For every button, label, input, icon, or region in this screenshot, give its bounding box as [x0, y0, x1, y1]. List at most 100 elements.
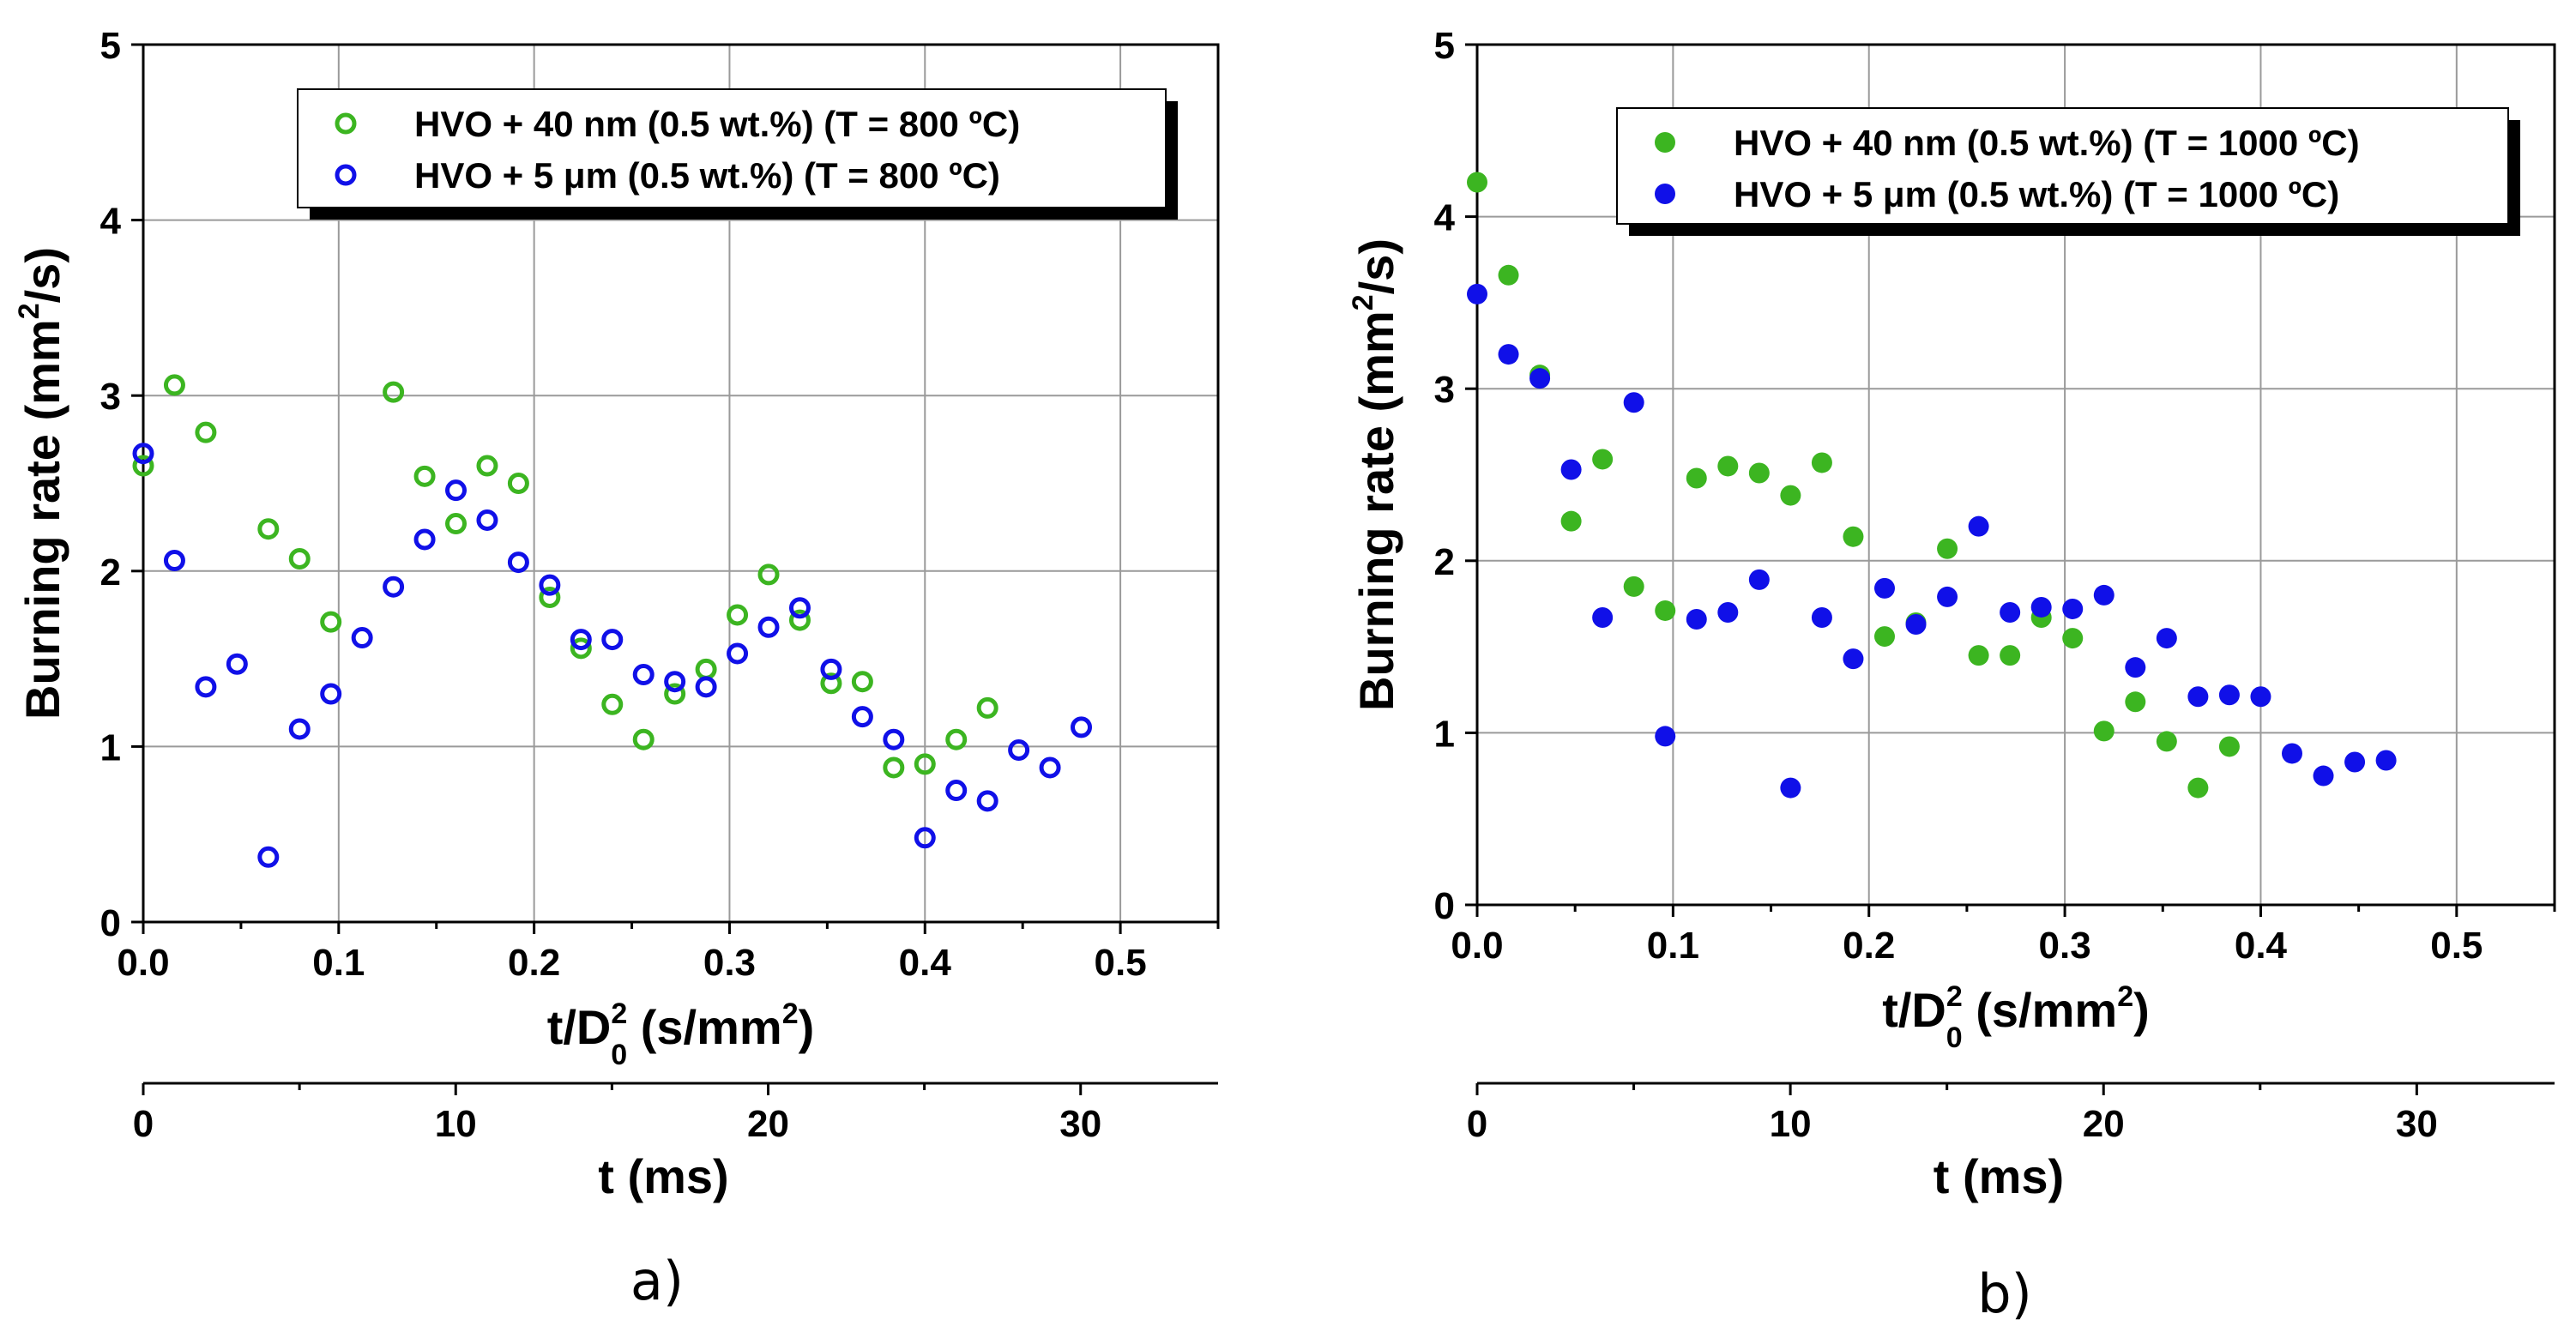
data-point — [788, 597, 811, 619]
data-point — [2093, 720, 2114, 742]
data-point — [1498, 344, 1519, 365]
data-point — [883, 756, 905, 779]
data-point — [351, 627, 373, 649]
data-point — [1560, 510, 1582, 532]
data-point — [257, 846, 280, 868]
legend-box — [1616, 107, 2509, 225]
data-point — [788, 609, 811, 631]
legend-box — [297, 88, 1167, 208]
data-point — [1968, 645, 1989, 666]
data-point — [1843, 648, 1864, 670]
data-point — [1655, 726, 1676, 747]
data-point — [2187, 686, 2209, 708]
data-point — [1655, 600, 1676, 621]
data-point — [1039, 756, 1061, 779]
data-point — [226, 653, 248, 675]
data-point — [288, 547, 311, 570]
y-tick-label: 5 — [1434, 25, 1455, 67]
data-point — [570, 637, 592, 660]
data-point — [2000, 601, 2021, 623]
panel-label: b) — [1977, 1263, 2032, 1325]
legend-label: HVO + 40 nm (0.5 wt.%) (T = 800 ºC) — [414, 104, 1020, 144]
data-point — [820, 672, 842, 695]
secondary-x-tick-label: 20 — [747, 1103, 789, 1145]
data-point — [132, 455, 154, 477]
x-tick-label: 0.4 — [899, 942, 952, 984]
data-point — [1873, 626, 1895, 648]
data-point — [1937, 538, 1958, 559]
data-point — [539, 574, 561, 596]
data-point — [1748, 462, 1770, 484]
data-point — [1467, 172, 1487, 193]
data-point — [507, 473, 529, 494]
data-point — [1717, 601, 1739, 623]
y-axis-title: Burning rate (mm2/s) — [13, 247, 69, 720]
chart-panel-a: 0.0 0.1 0.2 0.3 0.4 0.5 0 1 2 3 4 5 t/D2 0 (s/mm2) Bur… — [13, 25, 1220, 1312]
data-point — [632, 664, 655, 686]
x-tick-label: 0.3 — [2039, 925, 2091, 967]
secondary-x-tick-label: 10 — [435, 1103, 477, 1145]
x-tick-label: 0.3 — [703, 942, 756, 984]
data-point — [695, 676, 717, 698]
data-point — [2250, 686, 2271, 708]
data-point — [1686, 467, 1707, 489]
data-point — [2218, 736, 2240, 757]
y-tick-label: 2 — [100, 551, 121, 594]
x-axis-title: t/D2 0 (s/mm2) — [1882, 980, 2150, 1054]
data-point — [976, 790, 998, 812]
data-point — [1592, 606, 1614, 628]
y-tick-label: 1 — [1434, 713, 1455, 755]
data-point — [664, 671, 686, 693]
data-point — [1780, 485, 1801, 506]
data-point — [1467, 283, 1487, 304]
data-point — [1843, 526, 1864, 547]
data-point — [507, 551, 529, 574]
data-point — [601, 629, 624, 651]
data-point — [1968, 515, 1989, 537]
legend-marker — [1655, 132, 1675, 153]
data-point — [632, 728, 655, 750]
legend-marker — [335, 164, 357, 186]
x-tick-label: 0.1 — [1647, 925, 1699, 967]
data-point — [727, 642, 749, 665]
y-tick-label: 4 — [100, 201, 122, 243]
plot-frame — [142, 43, 1220, 924]
data-point — [476, 455, 498, 477]
data-point — [413, 465, 436, 487]
secondary-x-tick-label: 0 — [133, 1103, 154, 1145]
data-point — [2030, 596, 2052, 618]
data-point — [2000, 645, 2021, 666]
legend-label: HVO + 5 μm (0.5 wt.%) (T = 800 ºC) — [414, 155, 1000, 196]
data-point — [1008, 738, 1030, 761]
data-point — [288, 718, 311, 740]
x-tick-label: 0.2 — [508, 942, 560, 984]
data-point — [1686, 609, 1707, 630]
data-point — [195, 676, 217, 698]
data-point — [1071, 716, 1093, 738]
chart-panel-b: 0.0 0.1 0.2 0.3 0.4 0.5 0 1 2 3 4 5 t/D2 0 (s/mm2) Bur… — [1347, 25, 2556, 1325]
data-point — [2281, 743, 2302, 764]
data-point — [914, 753, 936, 775]
data-point — [1937, 586, 1958, 607]
data-point — [257, 518, 280, 540]
legend: HVO + 40 nm (0.5 wt.%) (T = 1000 ºC) HVO … — [1616, 107, 2520, 236]
data-point — [383, 576, 405, 598]
data-point — [757, 564, 780, 586]
data-point — [1748, 569, 1770, 590]
data-point — [570, 629, 592, 651]
data-point — [945, 780, 968, 802]
y-tick-label: 3 — [1434, 369, 1455, 411]
data-point — [1811, 606, 1832, 628]
data-point — [2062, 598, 2084, 619]
data-point — [2375, 750, 2397, 771]
data-point — [383, 381, 405, 403]
data-point — [1717, 455, 1739, 477]
data-point — [664, 683, 686, 705]
data-point — [1498, 264, 1519, 286]
legend-label: HVO + 40 nm (0.5 wt.%) (T = 1000 ºC) — [1734, 123, 2360, 163]
data-point — [2125, 691, 2146, 713]
data-point — [2125, 657, 2146, 678]
y-tick-label: 1 — [100, 726, 121, 768]
x-tick-label: 0.1 — [312, 942, 365, 984]
